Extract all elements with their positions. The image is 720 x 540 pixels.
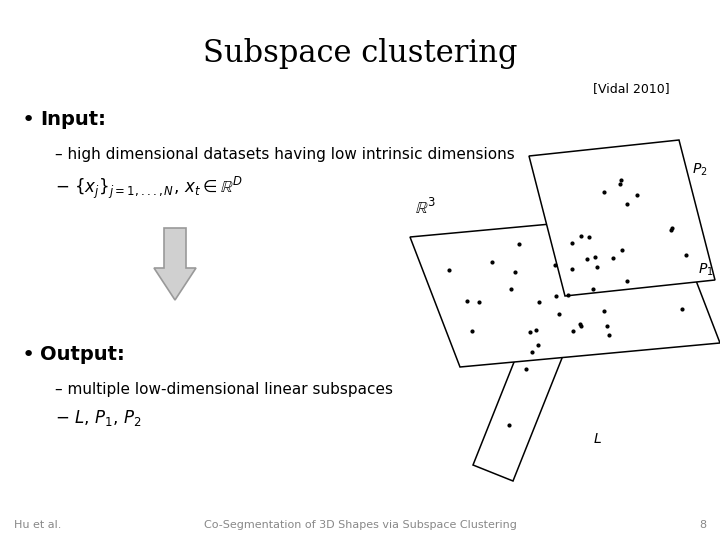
Polygon shape <box>410 213 720 367</box>
Text: Subspace clustering: Subspace clustering <box>203 38 517 69</box>
Text: 8: 8 <box>699 520 706 530</box>
Text: •: • <box>22 345 35 365</box>
Polygon shape <box>529 140 715 296</box>
Text: $-\ \{x_j\}_{j=1,...,N},\, x_t \in \mathbb{R}^D$: $-\ \{x_j\}_{j=1,...,N},\, x_t \in \math… <box>55 175 243 201</box>
Text: – high dimensional datasets having low intrinsic dimensions: – high dimensional datasets having low i… <box>55 147 515 162</box>
Text: •: • <box>22 110 35 130</box>
Text: $-\ L,\, P_1,\, P_2$: $-\ L,\, P_1,\, P_2$ <box>55 408 143 428</box>
FancyArrow shape <box>154 228 196 300</box>
Text: Input:: Input: <box>40 110 106 129</box>
Text: $P_1$: $P_1$ <box>698 262 714 278</box>
Text: $\mathbb{R}^3$: $\mathbb{R}^3$ <box>415 198 436 218</box>
Text: Co-Segmentation of 3D Shapes via Subspace Clustering: Co-Segmentation of 3D Shapes via Subspac… <box>204 520 516 530</box>
Text: $P_2$: $P_2$ <box>692 162 708 178</box>
Text: $L$: $L$ <box>593 432 601 446</box>
Text: Hu et al.: Hu et al. <box>14 520 61 530</box>
Text: Output:: Output: <box>40 345 125 364</box>
Text: – multiple low-dimensional linear subspaces: – multiple low-dimensional linear subspa… <box>55 382 393 397</box>
Text: [Vidal 2010]: [Vidal 2010] <box>593 82 670 95</box>
Polygon shape <box>473 189 623 481</box>
